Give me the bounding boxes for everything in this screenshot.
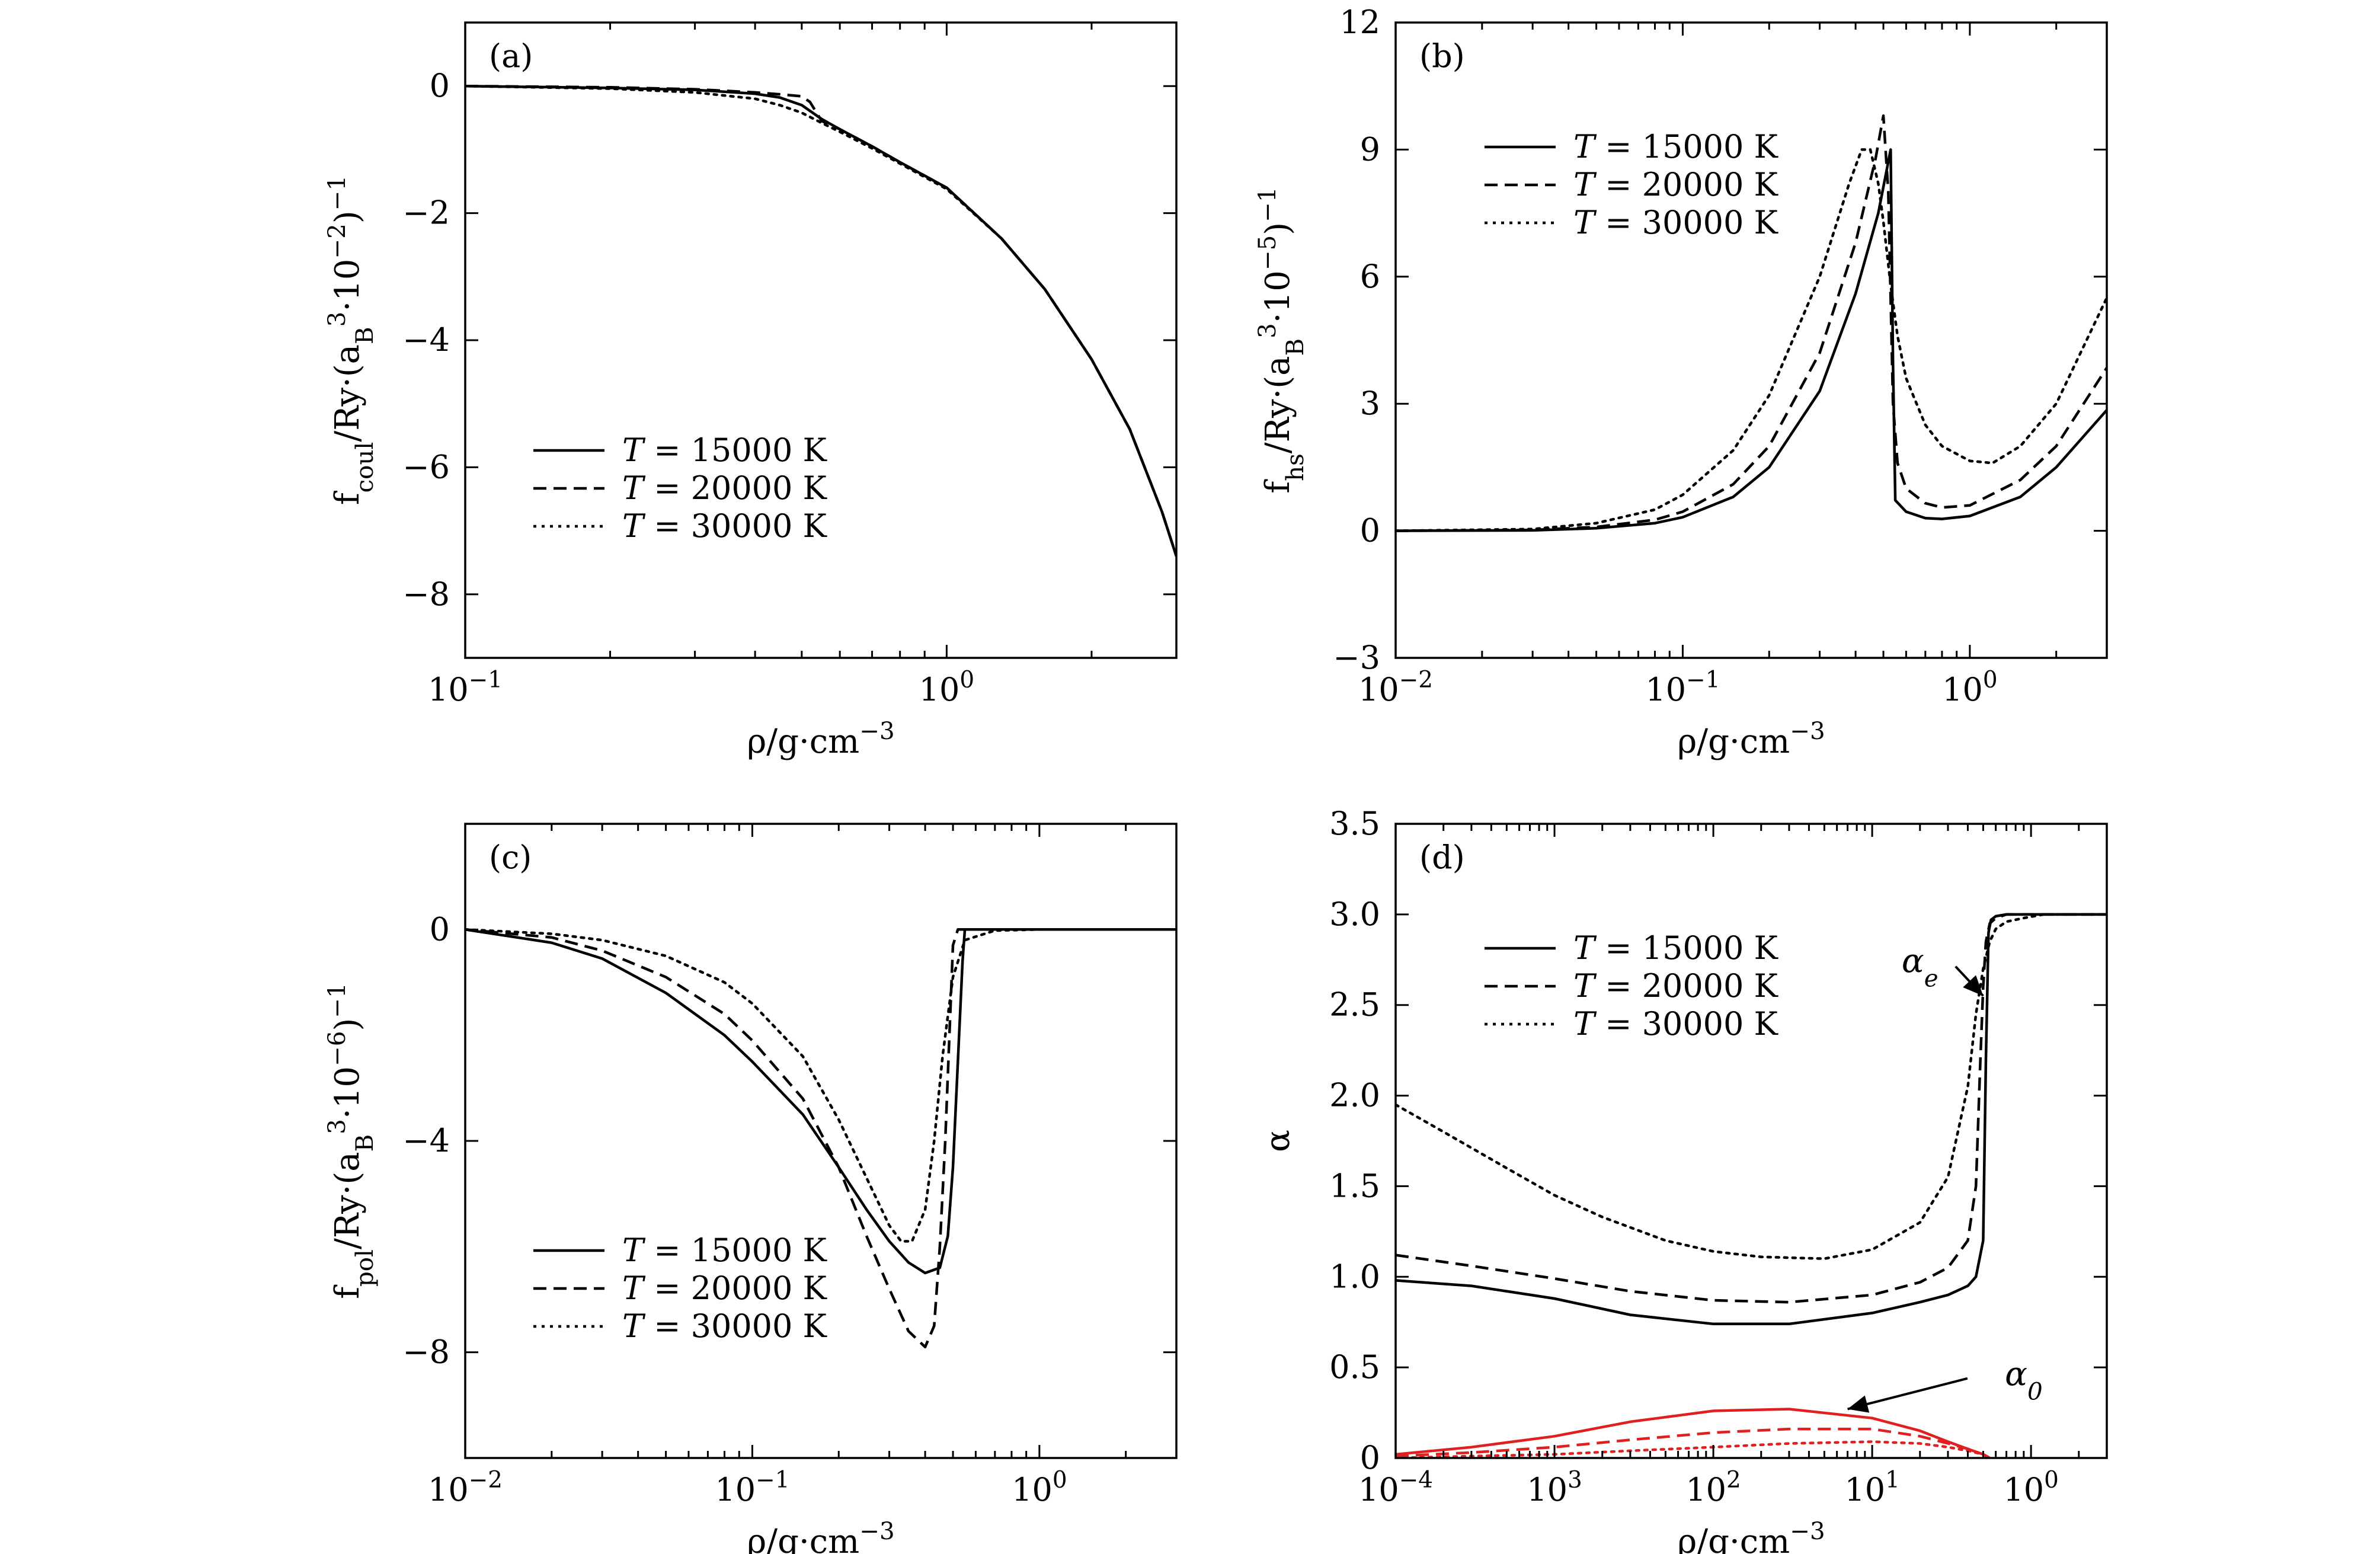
y-tick-label: −4: [402, 1122, 450, 1159]
legend-entry-label: T = 30000 K: [1573, 204, 1779, 241]
legend-entry-label: T = 20000 K: [622, 469, 828, 507]
legend-entry-label: T = 30000 K: [1573, 1005, 1779, 1043]
series-line-dotted: [465, 84, 1176, 558]
series-group: [465, 84, 1176, 558]
series-line-alpha_0-dashed: [1396, 1427, 1991, 1458]
legend-entry-label: T = 15000 K: [1573, 929, 1779, 967]
legend: T = 15000 KT = 20000 KT = 30000 K: [533, 1232, 828, 1345]
panel-label: (c): [489, 839, 532, 876]
x-tick-label: 10−2: [428, 1467, 503, 1509]
series-group: [465, 928, 1176, 1349]
y-tick-label: −2: [402, 194, 450, 232]
series-line-dashed: [1396, 114, 2107, 532]
y-axis-label: α: [1259, 1130, 1297, 1152]
x-tick-label: 10−1: [1645, 667, 1720, 709]
x-axis-label: ρ/g·cm−3: [747, 717, 894, 762]
x-tick-label: 10−4: [1358, 1467, 1433, 1509]
y-axis-label: fhs/Ry·(aB3·10−5)−1: [1253, 187, 1309, 493]
x-tick-label: 100: [1012, 1467, 1067, 1509]
x-tick-label: 100: [1942, 667, 1997, 709]
annotation-label: α0: [2005, 1355, 2042, 1406]
panel-b: 10−2 10−1 100 −3 0 3 6 9 12 ρ/g·cm−3 fhs/Ry·(aB3·1…: [1253, 4, 2108, 762]
y-tick-label: −8: [402, 1334, 450, 1371]
legend-entry-label: T = 15000 K: [1573, 128, 1779, 165]
series-line-dotted: [1396, 148, 2107, 532]
y-tick-label: 6: [1360, 258, 1380, 295]
series-line-alpha_0-dotted: [1396, 1440, 1991, 1458]
series-line-alpha_e-dotted: [1396, 913, 2107, 1260]
annotation-arrow-head: [1963, 975, 1984, 996]
series-line-alpha_e-solid: [1396, 913, 2107, 1326]
y-tick-label: 12: [1339, 4, 1380, 41]
annotation-alpha-e: αe: [1902, 942, 1984, 997]
plot-frame: [1394, 21, 2108, 659]
x-tick-label: 102: [1685, 1467, 1741, 1509]
y-tick-label: −6: [402, 448, 450, 485]
legend-entry-label: T = 15000 K: [622, 431, 828, 469]
y-axis-label: fcoul/Ry·(aB3·10−2)−1: [323, 175, 379, 505]
series-line-dashed: [465, 928, 1176, 1349]
x-axis-label: ρ/g·cm−3: [1677, 717, 1825, 762]
annotation-arrow-head: [1847, 1395, 1870, 1413]
x-tick-label: 100: [919, 667, 974, 709]
legend-entry-label: T = 20000 K: [1573, 166, 1779, 203]
y-axis-label: fpol/Ry·(aB3·10−6)−1: [323, 983, 379, 1299]
panel-label: (d): [1419, 839, 1465, 876]
series-line-dotted: [465, 928, 1176, 1243]
series-line-alpha_0-solid: [1396, 1408, 1991, 1458]
panel-c: 10−2 10−1 100 0 −4 −8 ρ/g·cm−3 fpol/Ry·(aB3·10−…: [323, 823, 1178, 1554]
legend-entry-label: T = 20000 K: [1573, 967, 1779, 1005]
y-tick-label: 2.0: [1329, 1077, 1380, 1114]
x-tick-label: 10−1: [715, 1467, 789, 1509]
series-group: [1396, 114, 2107, 532]
series-group: [1396, 913, 2107, 1458]
x-axis-label: ρ/g·cm−3: [1677, 1517, 1825, 1554]
y-tick-label: 0: [430, 910, 450, 948]
panel-label: (a): [489, 37, 533, 75]
y-tick-label: 3.5: [1329, 805, 1380, 842]
x-tick-label: 103: [1527, 1467, 1582, 1509]
y-tick-label: 0: [430, 67, 450, 104]
y-tick-label: 3: [1360, 385, 1380, 422]
annotation-label: αe: [1902, 942, 1938, 993]
y-tick-label: 1.5: [1329, 1167, 1380, 1204]
y-tick-label: 2.5: [1329, 986, 1380, 1024]
legend-entry-label: T = 30000 K: [622, 507, 828, 545]
legend: T = 15000 KT = 20000 KT = 30000 K: [1485, 929, 1779, 1043]
y-tick-label: 9: [1360, 130, 1380, 168]
panel-label: (b): [1419, 37, 1465, 75]
legend-entry-label: T = 20000 K: [622, 1270, 828, 1307]
y-tick-label: 0.5: [1329, 1348, 1380, 1386]
legend: T = 15000 KT = 20000 KT = 30000 K: [533, 431, 828, 545]
y-tick-label: −3: [1333, 639, 1380, 676]
x-axis-label: ρ/g·cm−3: [747, 1517, 894, 1554]
x-tick-label: 10−1: [428, 667, 503, 709]
series-line-solid: [1396, 148, 2107, 532]
legend-entry-label: T = 30000 K: [622, 1307, 828, 1345]
legend: T = 15000 KT = 20000 KT = 30000 K: [1485, 128, 1779, 241]
panel-a: 10−1 100 0 −2 −4 −6 −8 ρ/g·cm−3 fcoul/Ry·(aB3·10…: [323, 21, 1178, 762]
plot-frame: [1394, 823, 2108, 1459]
annotation-arrow-shaft: [1847, 1377, 1968, 1411]
x-tick-label: 100: [2003, 1467, 2058, 1509]
x-tick-label: 101: [1844, 1467, 1899, 1509]
series-line-alpha_e-dashed: [1396, 913, 2107, 1304]
legend-entry-label: T = 15000 K: [622, 1232, 828, 1269]
annotation-alpha-0: α0: [1847, 1355, 2043, 1413]
series-line-solid: [465, 928, 1176, 1275]
y-tick-label: −4: [402, 321, 450, 359]
y-tick-label: 3.0: [1329, 896, 1380, 933]
panel-d: 10−4 103 102 101 100 0 0.5 1.0 1.5 2.0 2.5 3.0 3.5 ρ/…: [1259, 805, 2108, 1554]
y-tick-label: 0: [1360, 512, 1380, 549]
y-tick-label: 0: [1360, 1439, 1380, 1476]
y-tick-label: −8: [402, 575, 450, 613]
x-tick-label: 10−2: [1358, 667, 1433, 709]
y-tick-label: 1.0: [1329, 1258, 1380, 1295]
